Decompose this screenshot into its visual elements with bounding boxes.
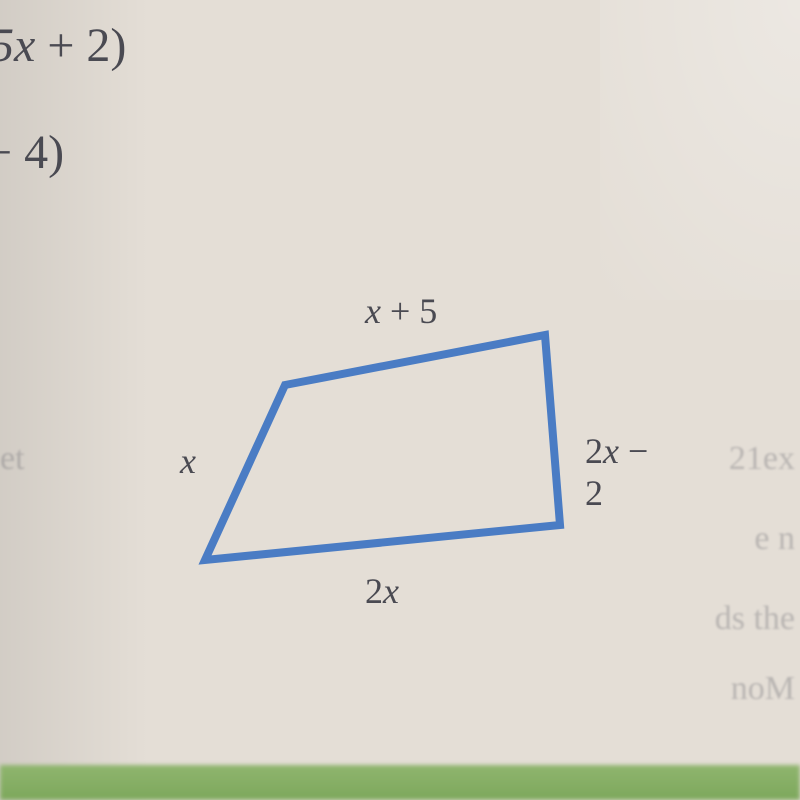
- label-right-coef: 2: [585, 431, 603, 471]
- label-right: 2x − 2: [585, 430, 660, 514]
- bg-text-left: et: [0, 440, 25, 478]
- label-left: x: [180, 440, 196, 482]
- bg-text-right-3: ds the: [715, 600, 795, 638]
- expr-2-text: + 4): [0, 126, 64, 179]
- label-right-var: x: [603, 431, 619, 471]
- label-left-text: x: [180, 441, 196, 481]
- label-bottom: 2x: [365, 570, 399, 612]
- partial-expression-2: + 4): [0, 125, 64, 180]
- bg-text-right-4: noM: [731, 670, 795, 708]
- label-bottom-coef: 2: [365, 571, 383, 611]
- partial-expression-1: 5x + 2): [0, 18, 126, 73]
- bg-text-right-1: 21ex: [729, 440, 795, 478]
- label-top-rest: + 5: [381, 291, 437, 331]
- shape-svg: [140, 280, 660, 630]
- expr-1-var: 5x: [0, 19, 35, 72]
- paper-highlight: [600, 0, 800, 300]
- expr-1-rest: + 2): [47, 19, 126, 72]
- label-bottom-var: x: [383, 571, 399, 611]
- bg-text-right-2: e n: [754, 520, 795, 558]
- label-top-var: x: [365, 291, 381, 331]
- paper-shadow: [0, 0, 150, 800]
- quadrilateral-diagram: x + 5 x 2x − 2 2x: [140, 280, 660, 630]
- label-top: x + 5: [365, 290, 437, 332]
- page-bottom-edge: [0, 765, 800, 800]
- quadrilateral-shape: [205, 335, 560, 560]
